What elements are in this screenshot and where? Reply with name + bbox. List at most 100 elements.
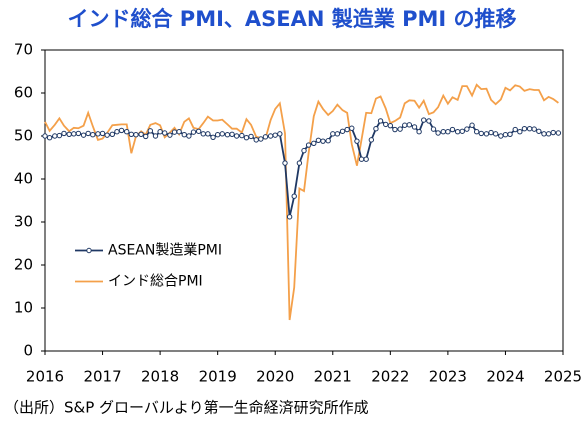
point <box>469 122 475 128</box>
point <box>502 132 509 138</box>
point <box>411 124 418 130</box>
point <box>426 118 432 124</box>
point <box>387 122 394 129</box>
point <box>440 129 446 135</box>
point <box>282 160 288 166</box>
point <box>320 138 326 144</box>
point <box>147 128 154 134</box>
point <box>95 131 101 137</box>
point <box>104 132 110 138</box>
point <box>243 135 250 141</box>
point <box>392 126 398 133</box>
point <box>248 133 254 140</box>
point <box>416 129 422 135</box>
legend-label: ASEAN製造業PMI <box>108 243 222 259</box>
point <box>430 126 437 132</box>
point <box>219 131 225 137</box>
point <box>71 131 77 137</box>
point <box>109 131 116 137</box>
point <box>267 133 274 139</box>
point <box>195 128 202 134</box>
point <box>305 142 312 148</box>
point <box>435 130 441 136</box>
y-tick-label: 0 <box>23 342 33 360</box>
y-tick-label: 20 <box>14 256 33 274</box>
point <box>383 121 389 128</box>
point <box>373 125 379 132</box>
x-tick-label: 2025 <box>544 368 582 386</box>
point <box>61 130 67 137</box>
point <box>478 130 484 137</box>
point <box>507 131 513 137</box>
point <box>454 129 461 135</box>
point <box>118 127 125 134</box>
point <box>339 128 346 134</box>
point <box>42 133 48 139</box>
point <box>124 129 130 135</box>
y-tick-label: 70 <box>14 41 33 59</box>
point <box>52 133 58 139</box>
x-tick-label: 2019 <box>199 368 237 386</box>
point <box>286 214 293 220</box>
chart-title: インド総合 PMI、ASEAN 製造業 PMI の推移 <box>68 7 517 31</box>
point <box>483 131 490 137</box>
x-tick-label: 2022 <box>371 368 409 386</box>
point <box>445 129 451 135</box>
y-tick-label: 10 <box>14 299 33 317</box>
point <box>377 118 384 124</box>
x-tick-label: 2023 <box>429 368 467 386</box>
legend-marker <box>86 247 92 254</box>
point <box>200 131 206 137</box>
point <box>349 125 355 131</box>
y-tick-label: 30 <box>14 213 33 231</box>
point <box>330 131 336 137</box>
point <box>363 156 369 162</box>
point <box>325 138 331 144</box>
point <box>550 129 556 136</box>
point <box>536 128 542 134</box>
point <box>344 126 350 133</box>
point <box>277 131 283 137</box>
x-tick-label: 2018 <box>141 368 179 386</box>
point <box>272 132 278 138</box>
point <box>397 126 403 132</box>
point <box>296 160 303 166</box>
point <box>46 135 53 141</box>
point <box>488 129 494 136</box>
y-tick-label: 50 <box>14 127 33 145</box>
point <box>406 122 413 128</box>
point <box>512 126 518 133</box>
point <box>167 132 173 138</box>
point <box>133 132 139 138</box>
point <box>258 136 264 142</box>
point <box>402 122 408 128</box>
point <box>517 129 523 135</box>
point <box>291 193 297 199</box>
point <box>85 130 91 137</box>
x-tick-label: 2024 <box>486 368 524 386</box>
point <box>301 147 307 154</box>
point <box>253 137 259 143</box>
point <box>541 131 547 137</box>
series-line <box>44 83 559 321</box>
point <box>186 133 192 139</box>
point <box>80 132 87 138</box>
point <box>315 137 322 144</box>
point <box>492 131 499 137</box>
point <box>262 134 269 140</box>
point <box>449 126 456 133</box>
point <box>214 132 221 138</box>
point <box>224 132 231 138</box>
point <box>75 130 82 137</box>
point <box>205 131 211 137</box>
y-tick-label: 40 <box>14 170 33 188</box>
point <box>473 129 480 135</box>
point <box>152 133 159 139</box>
point <box>143 133 149 140</box>
point <box>181 132 187 138</box>
point <box>229 131 235 137</box>
point <box>498 133 504 139</box>
point <box>239 132 245 139</box>
point <box>171 129 178 135</box>
point <box>138 131 144 137</box>
